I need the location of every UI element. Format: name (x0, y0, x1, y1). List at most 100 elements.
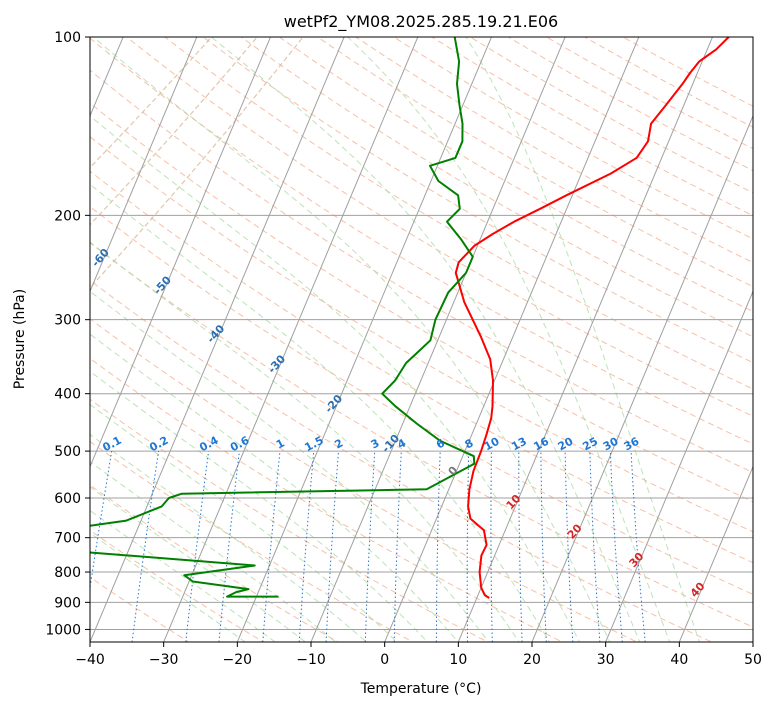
dry-adiabat (90, 37, 753, 445)
dry-adiabat (126, 37, 753, 417)
dewpoint-line (90, 37, 476, 598)
y-axis: 100 200 300 400 500 600 700 800 900 1000 (45, 30, 90, 638)
dry-adiabat (354, 37, 753, 264)
y-axis-label: Pressure (hPa) (12, 289, 28, 389)
moist-adiabat (90, 403, 398, 642)
x-tick-label: 0 (380, 652, 389, 668)
mixing-ratio-label: 30 (601, 435, 621, 454)
dry-adiabat (90, 136, 753, 533)
dry-adiabat (90, 205, 753, 595)
dry-adiabat (90, 102, 753, 503)
x-tick-label: 20 (523, 652, 541, 668)
plot-frame (89, 36, 754, 643)
moist-adiabat (465, 37, 701, 642)
dry-adiabat (392, 37, 753, 240)
dry-adiabat (278, 37, 753, 313)
moist-adiabat (346, 37, 671, 642)
dry-adiabat (90, 318, 639, 642)
y-tick-label: 800 (54, 565, 81, 581)
dry-adiabat (316, 37, 753, 288)
mixing-ratio-line (466, 451, 470, 642)
mixing-ratio-label: 25 (580, 435, 600, 454)
plot-area: -100-90-80-70-60-50-40-30-20-100.10.20.4… (90, 37, 753, 642)
dry-adiabat (90, 529, 265, 642)
moist-adiabat (90, 333, 459, 642)
dry-adiabat (90, 440, 414, 642)
moist-adiabat (90, 290, 490, 642)
mixing-ratio-lines (90, 451, 646, 642)
mixing-ratio-line (435, 451, 441, 642)
x-axis-label: Temperature (°C) (360, 681, 482, 697)
dry-adiabat (583, 37, 753, 128)
y-tick-label: 700 (54, 531, 81, 547)
mixing-ratio-label: 10 (482, 435, 502, 454)
isotherm-line (90, 37, 198, 293)
moist-adiabat (210, 37, 641, 642)
moist-adiabat (90, 115, 581, 642)
moist-adiabat (90, 433, 368, 642)
isotherm-line (90, 37, 272, 468)
mixing-ratio-label: 16 (531, 435, 551, 454)
mixing-ratio-line (518, 451, 523, 642)
mixing-ratio-line (364, 451, 376, 642)
moist-adiabat (90, 486, 307, 642)
mixing-ratio-label: 20 (556, 435, 576, 454)
moist-adiabat (92, 37, 611, 642)
chart-title: wetPf2_YM08.2025.285.19.21.E06 (284, 12, 558, 32)
mixing-ratio-line (589, 451, 601, 642)
dry-adiabat (90, 242, 753, 628)
x-tick-label: 10 (449, 652, 467, 668)
isotherm-grid (90, 37, 753, 642)
isotherm-line (384, 37, 640, 642)
x-tick-label: 30 (597, 652, 615, 668)
moist-adiabat (90, 183, 550, 642)
isotherm-line (457, 37, 714, 642)
dry-adiabat (90, 398, 489, 642)
x-tick-label: −30 (149, 652, 179, 668)
mixing-ratio-label: 13 (509, 435, 529, 454)
y-tick-label: 500 (54, 444, 81, 460)
temperature-line (454, 37, 730, 599)
isotherm-line (236, 37, 493, 642)
dry-adiabat (90, 279, 713, 642)
y-tick-label: 100 (54, 30, 81, 46)
mixing-ratio-line (564, 451, 574, 642)
dry-adiabat (240, 37, 753, 338)
y-tick-label: 1000 (45, 622, 81, 638)
moist-adiabat (90, 509, 277, 642)
x-tick-label: −10 (296, 652, 326, 668)
ice-curve (90, 37, 213, 169)
y-tick-label: 400 (54, 387, 81, 403)
ice-curves (90, 37, 304, 289)
dry-adiabat (545, 37, 753, 150)
profile-lines (90, 37, 730, 599)
mixing-ratio-line (540, 451, 547, 642)
isotherm-line (90, 37, 345, 642)
isotherm-line (163, 37, 419, 642)
ice-curve (90, 37, 258, 226)
moist-adiabat (90, 241, 520, 642)
y-tick-label: 600 (54, 491, 81, 507)
y-tick-label: 200 (54, 208, 81, 224)
isotherm-line (310, 37, 566, 642)
mixing-ratio-line (325, 451, 339, 642)
dry-adiabat (90, 357, 564, 642)
dry-adiabats (90, 37, 753, 642)
x-tick-label: 40 (670, 652, 688, 668)
isotherm-line (531, 114, 753, 642)
x-tick-label: −40 (75, 652, 105, 668)
moist-adiabat (90, 532, 246, 642)
moist-adiabats (90, 37, 701, 642)
dry-adiabat (90, 170, 753, 564)
x-tick-label: 50 (744, 652, 762, 668)
y-tick-label: 300 (54, 313, 81, 329)
y-tick-label: 900 (54, 595, 81, 611)
x-tick-label: −20 (223, 652, 253, 668)
isotherm-line (605, 289, 753, 642)
mixing-ratio-line (490, 451, 493, 642)
mixing-ratio-label: 36 (622, 435, 642, 454)
mixing-ratio-line (393, 451, 402, 642)
isotherm-line (678, 465, 753, 642)
x-axis: −40 −30 −20 −10 0 10 20 30 40 50 (75, 642, 762, 668)
